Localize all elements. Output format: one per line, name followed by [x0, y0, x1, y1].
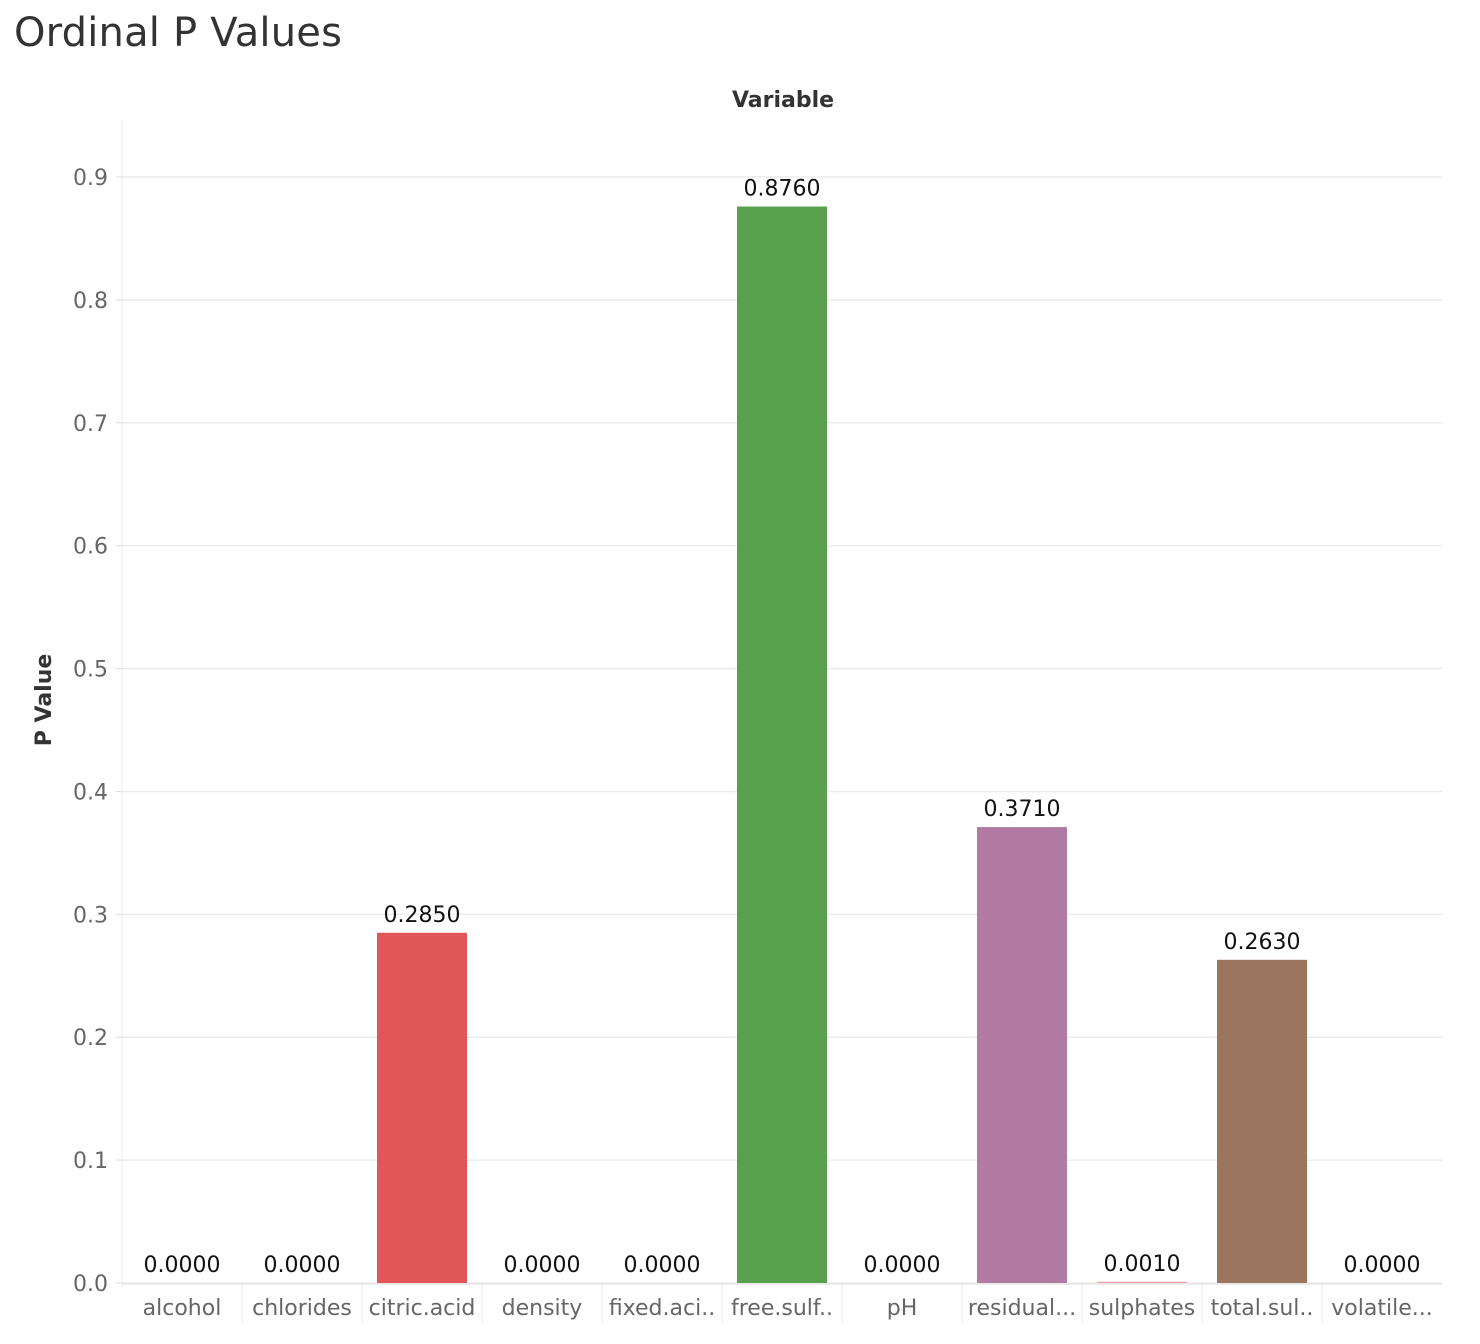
bar-citric-acid[interactable]: [377, 932, 467, 1283]
bars: [377, 206, 1307, 1284]
y-tick-label: 0.2: [73, 1026, 108, 1051]
data-label: 0.2630: [1224, 930, 1301, 955]
y-tick-label: 0.6: [73, 535, 108, 560]
x-tick-label: total.sul..: [1211, 1296, 1314, 1321]
y-tick-label: 0.7: [73, 412, 108, 437]
bar-residual[interactable]: [977, 827, 1067, 1283]
x-axis-title: Variable: [732, 88, 834, 113]
data-label: 0.0000: [264, 1253, 341, 1278]
x-tick-label: pH: [887, 1296, 918, 1321]
x-tick-label: density: [502, 1296, 583, 1321]
x-tick-label: free.sulf..: [731, 1296, 833, 1321]
x-tick-label: volatile...: [1331, 1296, 1432, 1321]
bar-sulphates[interactable]: [1097, 1281, 1187, 1283]
x-tick-label: residual...: [968, 1296, 1076, 1321]
data-label: 0.0000: [1344, 1253, 1421, 1278]
y-tick-label: 0.3: [73, 903, 108, 928]
x-axis: alcohol chlorides citric.acid density fixed.…: [122, 1283, 1442, 1325]
x-tick-label: fixed.aci..: [609, 1296, 715, 1321]
y-axis: 0.0 0.1 0.2 0.3 0.4 0.5 0.6 0.7 0.8 0.9: [73, 166, 122, 1297]
y-tick-label: 0.1: [73, 1149, 108, 1174]
chart-title: Ordinal P Values: [14, 10, 343, 56]
data-label: 0.2850: [384, 903, 461, 928]
bar-free-sulf[interactable]: [737, 206, 827, 1284]
y-axis-title: P Value: [32, 654, 57, 747]
y-tick-label: 0.9: [73, 166, 108, 191]
x-tick-label: chlorides: [252, 1296, 352, 1321]
data-label: 0.0000: [144, 1253, 221, 1278]
x-tick-label: citric.acid: [369, 1296, 476, 1321]
data-label: 0.0000: [624, 1253, 701, 1278]
data-label: 0.3710: [984, 797, 1061, 822]
x-tick-label: sulphates: [1089, 1296, 1196, 1321]
data-label: 0.0010: [1104, 1252, 1181, 1277]
y-tick-label: 0.5: [73, 658, 108, 683]
y-tick-label: 0.0: [73, 1272, 108, 1297]
y-tick-label: 0.4: [73, 780, 108, 805]
bar-total-sul[interactable]: [1217, 959, 1307, 1283]
data-label: 0.0000: [504, 1253, 581, 1278]
data-label: 0.0000: [864, 1253, 941, 1278]
data-labels: 0.0000 0.0000 0.2850 0.0000 0.0000 0.8760 0.00…: [144, 176, 1421, 1278]
data-label: 0.8760: [744, 176, 821, 201]
x-tick-label: alcohol: [143, 1296, 222, 1321]
y-tick-label: 0.8: [73, 289, 108, 314]
